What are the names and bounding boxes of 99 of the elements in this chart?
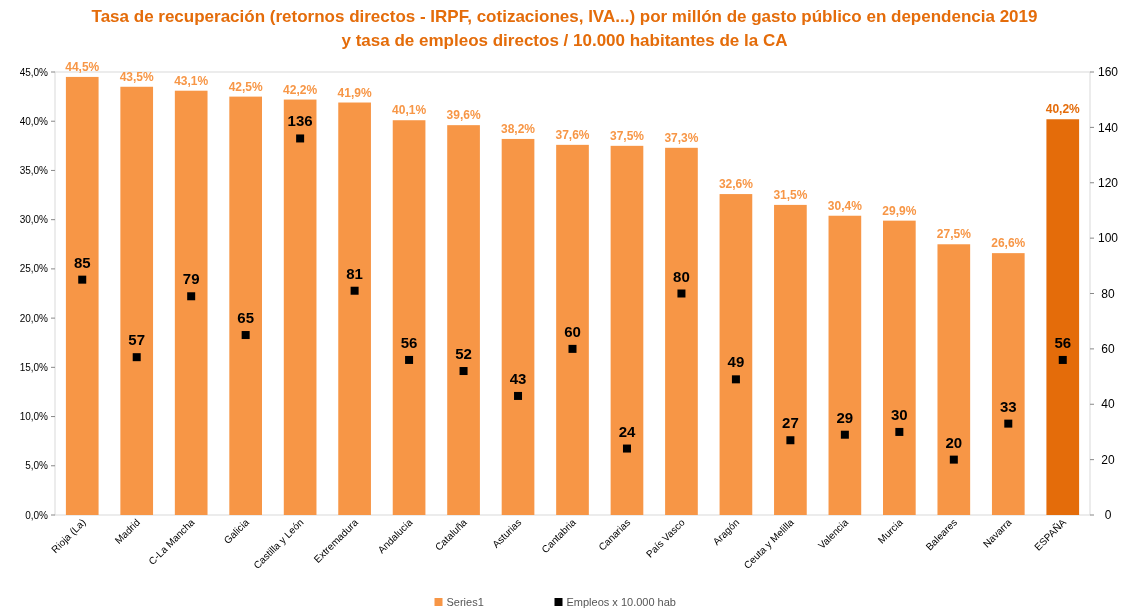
y-tick-label: 30,0%: [19, 214, 49, 226]
data-label: 38,2%: [501, 121, 536, 136]
bar: [610, 145, 644, 515]
point: [78, 275, 87, 284]
data-label: 27,5%: [936, 227, 972, 242]
data-label: 37,6%: [555, 127, 590, 142]
bar: [991, 253, 1025, 515]
data-label: 20: [945, 433, 963, 451]
data-label: 43: [509, 369, 527, 387]
chart-title: Tasa de recuperación (retornos directos - IRPF, cotizaciones, IVA...) por millón de gasto público en dependencia 2019: [91, 7, 1038, 26]
point: [187, 292, 196, 301]
data-label: 40,2%: [1045, 102, 1081, 117]
data-label: 32,6%: [718, 177, 754, 192]
point: [840, 430, 849, 439]
bar: [174, 90, 208, 515]
data-label: 43,1%: [174, 73, 209, 88]
point: [241, 331, 250, 340]
bar: [229, 96, 262, 515]
bar: [719, 194, 753, 515]
data-label: 41,9%: [337, 85, 372, 100]
data-label: 52: [455, 345, 472, 363]
y2-tick-label: 20: [1101, 452, 1115, 467]
point: [405, 355, 414, 364]
data-label: 49: [727, 353, 745, 371]
data-label: 39,6%: [446, 108, 481, 123]
y-tick-label: 35,0%: [19, 164, 49, 176]
point: [459, 367, 468, 376]
data-label: 40,1%: [392, 103, 427, 118]
bar: [828, 215, 862, 515]
point: [677, 289, 686, 298]
bar: [1046, 119, 1080, 515]
bar: [65, 76, 99, 515]
bar: [283, 99, 317, 515]
y-tick-label: 40,0%: [19, 115, 49, 127]
data-label: 27: [782, 414, 799, 432]
y2-tick-label: 120: [1097, 175, 1119, 190]
y2-tick-label: 140: [1097, 120, 1119, 135]
bar: [501, 138, 535, 515]
data-label: 42,2%: [283, 82, 318, 97]
bar: [392, 120, 426, 515]
data-label: 80: [673, 267, 690, 285]
y2-tick-label: 40: [1101, 397, 1115, 412]
data-label: 56: [400, 333, 418, 351]
y-tick-label: 5,0%: [25, 460, 49, 472]
data-label: 26,6%: [991, 236, 1026, 251]
y2-tick-label: 80: [1101, 286, 1115, 301]
data-label: 60: [564, 322, 581, 340]
bar: [556, 144, 589, 515]
data-label: 30,4%: [827, 198, 863, 213]
bar: [338, 102, 371, 515]
data-label: 24: [618, 422, 636, 440]
bar: [883, 220, 916, 515]
data-label: 79: [182, 270, 200, 288]
bar: [120, 86, 154, 515]
point: [132, 353, 141, 362]
data-label: 37,3%: [664, 130, 699, 145]
y2-tick-label: 60: [1101, 342, 1115, 357]
data-label: 33: [999, 397, 1017, 415]
point: [1004, 419, 1013, 428]
point: [1058, 355, 1067, 364]
point: [622, 444, 631, 453]
y-tick-label: 45,0%: [19, 66, 49, 78]
legend-label: Empleos x 10.000 hab: [566, 596, 676, 609]
data-label: 44,5%: [65, 59, 100, 74]
data-label: 57: [128, 331, 146, 349]
y-tick-label: 0,0%: [25, 509, 49, 521]
y2-tick-label: 160: [1097, 65, 1119, 80]
point: [949, 455, 958, 464]
y-tick-label: 10,0%: [19, 411, 49, 423]
y-tick-label: 20,0%: [19, 312, 49, 324]
point: [895, 427, 904, 436]
data-label: 43,5%: [119, 69, 155, 84]
point: [568, 344, 577, 353]
y2-tick-label: 0: [1104, 508, 1112, 523]
legend-label: Series1: [446, 596, 484, 609]
chart-subtitle: y tasa de empleos directos / 10.000 habitantes de la CA: [341, 31, 788, 50]
data-label: 81: [346, 264, 363, 282]
point: [731, 375, 740, 384]
point: [786, 436, 795, 445]
point: [350, 286, 359, 295]
bar: [447, 125, 480, 515]
y2-tick-label: 100: [1097, 231, 1119, 246]
bar: [937, 244, 971, 515]
data-label: 65: [237, 309, 254, 327]
data-label: 30: [891, 405, 908, 423]
bar: [665, 147, 698, 515]
point: [296, 134, 305, 143]
data-label: 85: [73, 253, 91, 271]
data-label: 29: [836, 408, 854, 426]
data-label: 56: [1054, 333, 1072, 351]
data-label: 136: [287, 112, 313, 130]
bar: [774, 204, 807, 515]
data-label: 29,9%: [882, 203, 917, 218]
data-label: 31,5%: [773, 187, 808, 202]
data-label: 42,5%: [228, 79, 263, 94]
y-tick-label: 25,0%: [19, 263, 49, 275]
y-tick-label: 15,0%: [19, 361, 49, 373]
data-label: 37,5%: [609, 128, 645, 143]
point: [514, 391, 523, 400]
